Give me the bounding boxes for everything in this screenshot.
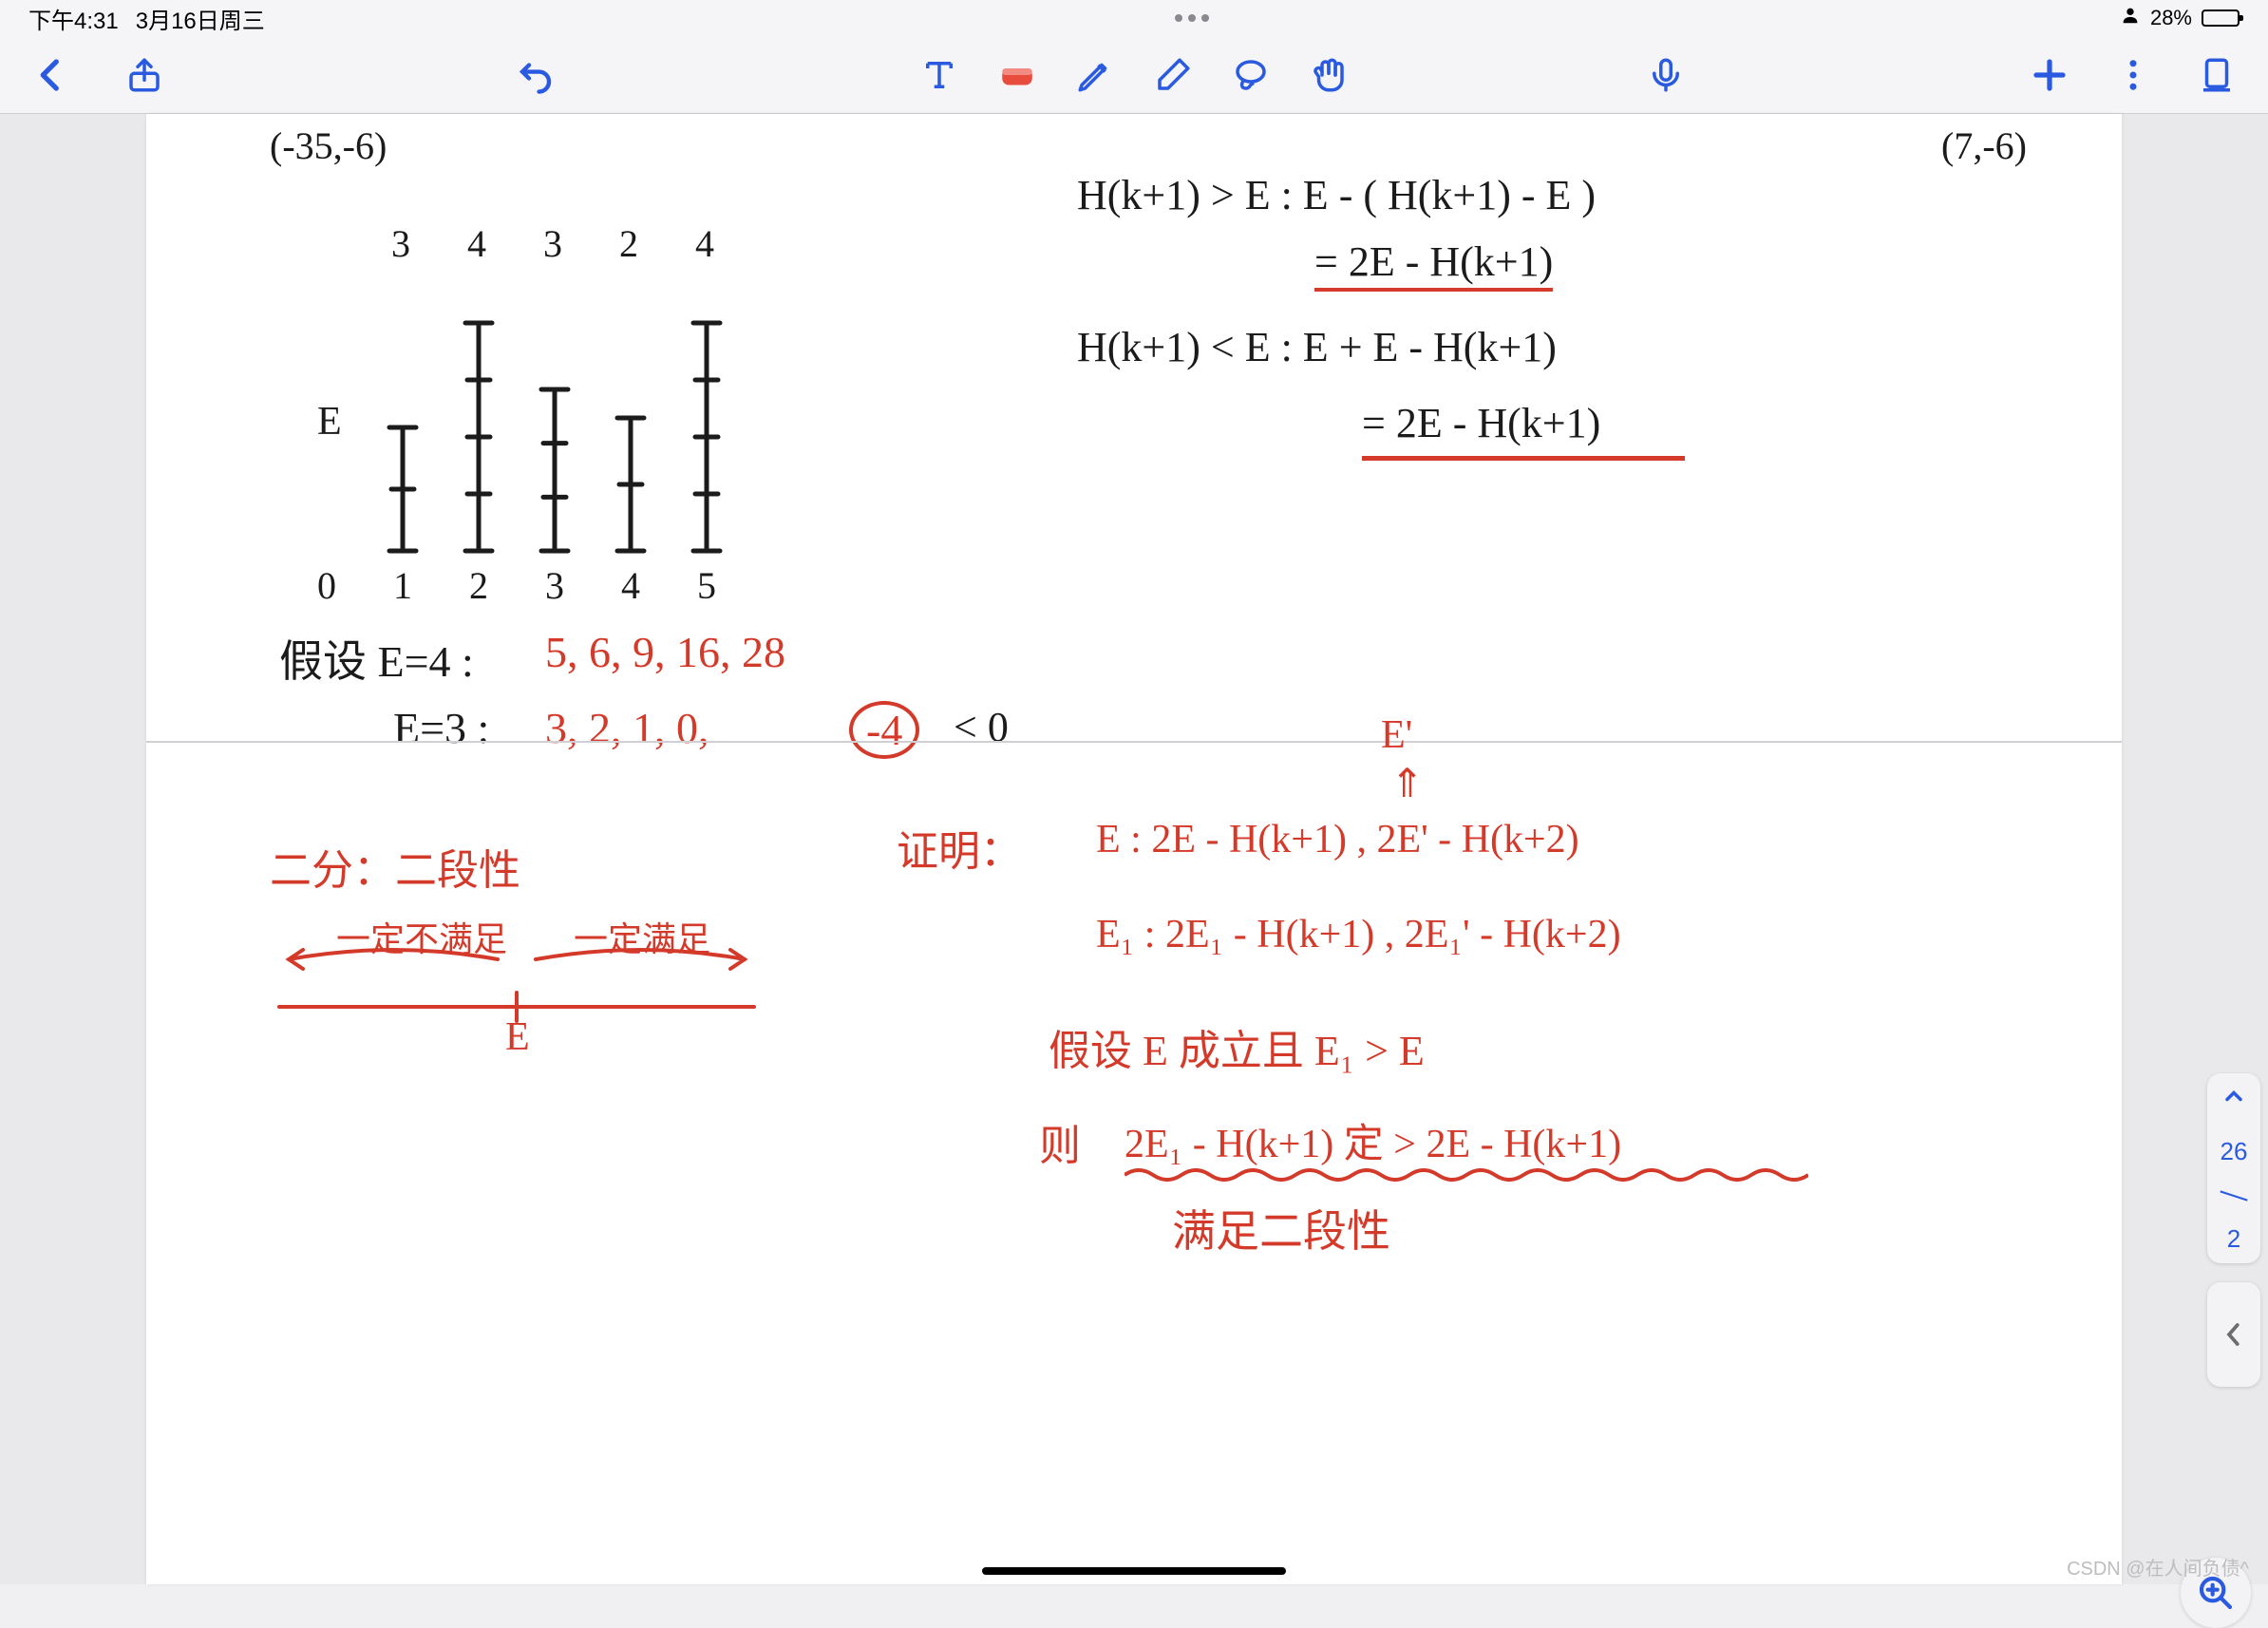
back-button[interactable] — [28, 52, 74, 98]
status-time: 下午4:31 — [28, 2, 119, 35]
svg-text:0: 0 — [317, 564, 336, 607]
page-current: 26 — [2221, 1137, 2248, 1166]
battery-percent: 28% — [2150, 6, 2192, 30]
home-indicator[interactable] — [982, 1567, 1286, 1575]
svg-text:1: 1 — [393, 564, 412, 607]
app-toolbar — [0, 36, 2268, 114]
proof-arrow: ⇑ — [1390, 760, 1424, 807]
status-right: 28% — [2120, 5, 2240, 31]
pen-tool-button[interactable] — [1072, 52, 1118, 98]
bisect-title: 二分：二段性 — [270, 836, 520, 897]
text-tool-button[interactable] — [917, 52, 962, 98]
canvas-area[interactable]: (-35,-6) (7,-6) 34324012345 E H(k+1) > E… — [0, 114, 2268, 1584]
mic-button[interactable] — [1643, 52, 1689, 98]
page-divider — [146, 741, 2122, 743]
svg-text:4: 4 — [621, 564, 640, 607]
svg-text:4: 4 — [467, 222, 486, 265]
deriv-l2: = 2E - H(k+1) — [1314, 237, 1553, 292]
person-icon — [2120, 5, 2141, 31]
deriv-l3: H(k+1) < E : E + E - H(k+1) — [1077, 323, 1557, 371]
pages-button[interactable] — [2194, 52, 2240, 98]
battery-icon — [2202, 9, 2240, 27]
assume-l2c: -4 — [849, 701, 919, 759]
share-button[interactable] — [122, 52, 167, 98]
svg-text:4: 4 — [695, 222, 714, 265]
bisect-diagram: 一定不满足 一定满足 E — [260, 893, 773, 1054]
svg-text:3: 3 — [545, 564, 564, 607]
svg-text:2: 2 — [469, 564, 488, 607]
bisect-left: 一定不满足 — [336, 912, 507, 961]
note-page[interactable]: (-35,-6) (7,-6) 34324012345 E H(k+1) > E… — [146, 114, 2122, 1584]
proof-l2: E₁ : 2E₁ - H(k+1) , 2E₁' - H(k+2) — [1096, 912, 1621, 957]
wavy-underline — [1125, 1168, 1808, 1178]
proof-l4b: 2E₁ - H(k+1) 定 > 2E - H(k+1) — [1125, 1111, 1621, 1169]
erase-tool-button[interactable] — [1150, 52, 1196, 98]
status-date: 3月16日周三 — [136, 2, 265, 35]
svg-text:2: 2 — [619, 222, 638, 265]
bisect-right: 一定满足 — [574, 912, 710, 961]
assume-l1b: 5, 6, 9, 16, 28 — [545, 627, 785, 677]
add-button[interactable] — [2027, 52, 2072, 98]
hand-tool-button[interactable] — [1306, 52, 1351, 98]
bisect-E: E — [505, 1014, 530, 1060]
status-left: 下午4:31 3月16日周三 — [28, 2, 265, 35]
svg-text:3: 3 — [391, 222, 410, 265]
chart-E-label: E — [317, 399, 342, 445]
more-button[interactable] — [2110, 52, 2156, 98]
proof-l4a: 则 — [1039, 1111, 1081, 1172]
proof-l1: E : 2E - H(k+1) , 2E' - H(k+2) — [1096, 817, 1579, 862]
watermark: CSDN @在人间负债^ — [2067, 1553, 2249, 1581]
multitask-dots[interactable] — [1175, 14, 1209, 22]
assume-l1a: 假设 E=4 : — [279, 627, 474, 690]
proof-l3: 假设 E 成立且 E₁ > E — [1049, 1016, 1425, 1077]
assume-l2d: < 0 — [954, 703, 1009, 751]
lasso-tool-button[interactable] — [1228, 52, 1274, 98]
collapse-handle[interactable] — [2207, 1282, 2260, 1387]
proof-l5: 满足二段性 — [1172, 1197, 1390, 1259]
proof-head: 证明： — [897, 817, 1022, 878]
eraser-tool-button[interactable] — [994, 52, 1040, 98]
proof-Eprime: E' — [1381, 712, 1412, 758]
svg-text:3: 3 — [543, 222, 562, 265]
page-indicator[interactable]: 26 2 — [2207, 1073, 2260, 1263]
underline-2 — [1362, 456, 1685, 461]
deriv-l4: = 2E - H(k+1) — [1362, 399, 1600, 447]
deriv-l1: H(k+1) > E : E - ( H(k+1) - E ) — [1077, 171, 1596, 219]
page-divider-icon — [2220, 1190, 2247, 1201]
assume-l2b: 3, 2, 1, 0, — [545, 703, 709, 753]
note-corner-tr: (7,-6) — [1941, 123, 2027, 168]
svg-text:5: 5 — [697, 564, 716, 607]
status-bar: 下午4:31 3月16日周三 28% — [0, 0, 2268, 36]
tally-chart: 34324012345 — [260, 152, 792, 570]
chevron-left-icon — [2220, 1316, 2248, 1354]
assume-l2a: E=3 : — [393, 703, 489, 753]
page-total: 2 — [2227, 1224, 2240, 1254]
chevron-up-icon — [2221, 1083, 2247, 1109]
undo-button[interactable] — [513, 52, 558, 98]
